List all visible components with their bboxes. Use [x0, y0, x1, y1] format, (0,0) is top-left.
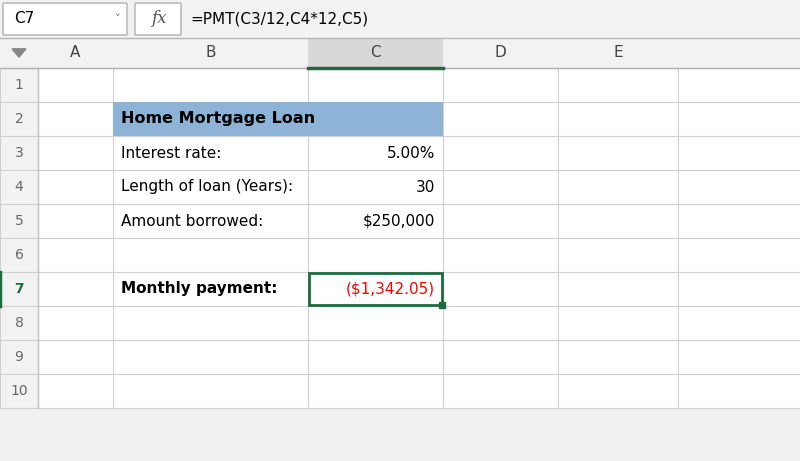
- Text: Interest rate:: Interest rate:: [121, 146, 222, 160]
- Text: 10: 10: [10, 384, 28, 398]
- Text: E: E: [613, 46, 623, 60]
- Text: 6: 6: [14, 248, 23, 262]
- Text: 9: 9: [14, 350, 23, 364]
- Bar: [0, 68, 38, 408]
- Text: Home Mortgage Loan: Home Mortgage Loan: [121, 112, 315, 126]
- Text: 5.00%: 5.00%: [386, 146, 435, 160]
- Text: ˅: ˅: [115, 14, 121, 24]
- Text: 1: 1: [14, 78, 23, 92]
- Text: Amount borrowed:: Amount borrowed:: [121, 213, 263, 229]
- Text: 5: 5: [14, 214, 23, 228]
- Bar: [0, 0, 800, 38]
- Bar: [38, 68, 800, 408]
- Text: 3: 3: [14, 146, 23, 160]
- Bar: [308, 38, 443, 68]
- Polygon shape: [12, 49, 26, 57]
- Text: 8: 8: [14, 316, 23, 330]
- Bar: [0, 38, 38, 68]
- Text: Monthly payment:: Monthly payment:: [121, 282, 278, 296]
- Text: B: B: [206, 46, 216, 60]
- Text: Length of loan (Years):: Length of loan (Years):: [121, 179, 293, 195]
- Bar: [0, 38, 800, 68]
- Text: C: C: [370, 46, 381, 60]
- FancyBboxPatch shape: [3, 3, 127, 35]
- Text: ($1,342.05): ($1,342.05): [346, 282, 435, 296]
- Bar: [113, 102, 443, 136]
- Text: 30: 30: [416, 179, 435, 195]
- Text: 7: 7: [14, 282, 24, 296]
- Text: =PMT(C3/12,C4*12,C5): =PMT(C3/12,C4*12,C5): [190, 12, 368, 26]
- FancyBboxPatch shape: [135, 3, 181, 35]
- Text: 4: 4: [14, 180, 23, 194]
- Text: C7: C7: [14, 12, 34, 26]
- Text: $250,000: $250,000: [362, 213, 435, 229]
- Bar: [309, 273, 442, 305]
- Text: 2: 2: [14, 112, 23, 126]
- Text: A: A: [70, 46, 81, 60]
- Text: D: D: [494, 46, 506, 60]
- Text: fx: fx: [151, 11, 166, 28]
